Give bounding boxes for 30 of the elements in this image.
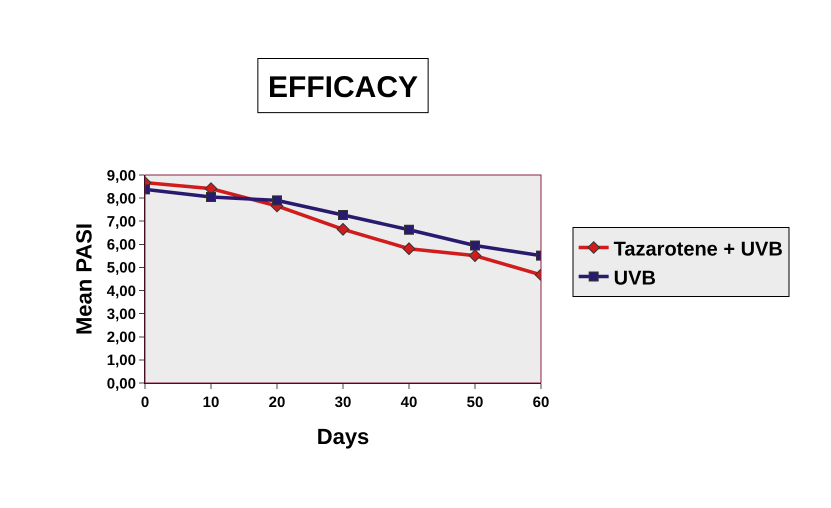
legend-label: UVB <box>614 267 656 290</box>
x-tick-label: 50 <box>466 394 484 411</box>
y-tick-label: 2,00 <box>106 329 136 346</box>
legend-label: Tazarotene + UVB <box>614 238 783 260</box>
x-tick-label: 40 <box>400 394 418 411</box>
point <box>338 210 348 220</box>
y-tick-label: 0,00 <box>106 375 136 392</box>
y-tick-label: 5,00 <box>106 260 136 277</box>
y-tick-label: 7,00 <box>106 213 136 230</box>
y-tick-label: 1,00 <box>106 352 136 370</box>
y-tick-label: 8,00 <box>106 190 136 208</box>
point <box>404 224 414 235</box>
x-axis-title: Days <box>316 424 370 449</box>
x-tick-label: 60 <box>532 394 550 411</box>
chart-title: EFFICACY <box>268 70 418 104</box>
x-tick-label: 30 <box>334 394 352 411</box>
y-tick-label: 9,00 <box>106 167 136 184</box>
point <box>206 192 216 202</box>
y-tick-label: 4,00 <box>106 282 136 300</box>
y-axis-title: Mean PASI <box>72 222 97 336</box>
point <box>402 242 416 256</box>
x-tick-label: 20 <box>268 394 286 411</box>
point <box>272 195 282 206</box>
y-tick-label: 6,00 <box>106 236 136 254</box>
point <box>470 240 480 250</box>
x-tick-label: 10 <box>202 394 220 411</box>
point <box>468 249 482 262</box>
point <box>336 222 350 236</box>
y-tick-label: 3,00 <box>106 306 136 323</box>
x-tick-label: 0 <box>140 394 150 411</box>
